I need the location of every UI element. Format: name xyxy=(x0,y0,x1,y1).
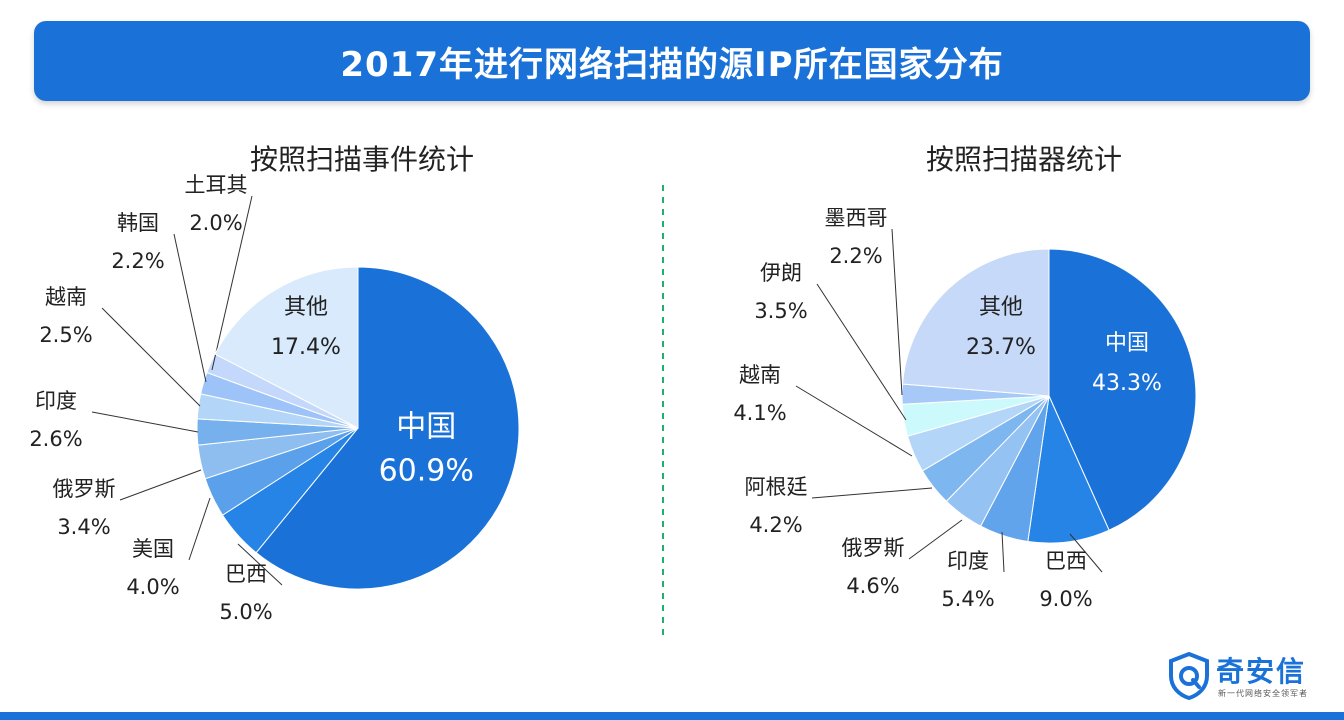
leader-line xyxy=(891,228,903,396)
brand-logo: 奇安信 新一代网络安全领军者 xyxy=(1168,650,1318,706)
slice-name-label: 伊朗 xyxy=(760,261,802,285)
slice-name-label: 韩国 xyxy=(117,211,159,235)
leader-line xyxy=(237,543,283,586)
leader-line xyxy=(173,233,207,383)
slice-value-label: 17.4% xyxy=(271,335,341,360)
leader-line xyxy=(101,307,201,407)
slice-name-label: 越南 xyxy=(739,363,781,387)
pie-chart-events: 中国 60.9% 巴西 5.0% 美国 4.0% 俄罗斯 3.4% 印度 2.6% 越南 2.5% 韩国… xyxy=(29,173,520,624)
slice-value-label: 4.1% xyxy=(733,401,786,425)
slice-name-label: 中国 xyxy=(396,409,456,444)
bottom-accent-bar xyxy=(0,712,1344,720)
slice-value-label: 4.6% xyxy=(846,574,899,598)
leader-line xyxy=(908,519,963,560)
slice-name-label: 其他 xyxy=(979,295,1023,320)
pie-slice-slice-8 xyxy=(901,248,1050,397)
brand-slogan: 新一代网络安全领军者 xyxy=(1218,689,1308,698)
slice-name-label: 美国 xyxy=(132,537,174,561)
leader-line xyxy=(795,385,913,457)
slice-value-label: 3.5% xyxy=(754,299,807,323)
slice-value-label: 2.2% xyxy=(829,244,882,268)
slice-value-label: 2.0% xyxy=(189,211,242,235)
leader-line xyxy=(811,487,933,499)
slice-name-label: 印度 xyxy=(35,389,77,413)
slice-value-label: 2.6% xyxy=(29,427,82,451)
slice-name-label: 俄罗斯 xyxy=(842,536,905,560)
slice-value-label: 60.9% xyxy=(379,453,474,488)
brand-name: 奇安信 xyxy=(1216,655,1307,688)
slice-value-label: 4.2% xyxy=(749,513,802,537)
slice-name-label: 巴西 xyxy=(225,562,267,586)
slice-name-label: 阿根廷 xyxy=(745,475,808,499)
leader-line xyxy=(91,411,199,433)
leader-line xyxy=(119,469,202,501)
pie-slice-slice-0 xyxy=(255,266,520,590)
slice-value-label: 3.4% xyxy=(57,515,110,539)
shield-q-icon xyxy=(1169,652,1209,700)
slice-value-label: 43.3% xyxy=(1092,371,1162,396)
leader-line xyxy=(1001,531,1005,573)
slice-name-label: 中国 xyxy=(1105,331,1149,356)
slice-name-label: 印度 xyxy=(947,549,989,573)
slice-name-label: 土耳其 xyxy=(185,173,248,197)
slice-value-label: 5.4% xyxy=(941,587,994,611)
right-chart-title: 按照扫描器统计 xyxy=(925,143,1123,176)
slice-value-label: 23.7% xyxy=(966,335,1036,360)
page-title: 2017年进行网络扫描的源IP所在国家分布 xyxy=(340,44,1004,85)
slice-value-label: 4.0% xyxy=(126,575,179,599)
leader-line xyxy=(211,195,253,371)
pie-slice-slice-0 xyxy=(1048,248,1197,531)
slice-value-label: 2.5% xyxy=(39,323,92,347)
pie-chart-scanners: 中国 43.3% 巴西 9.0% 印度 5.4% 俄罗斯 4.6% 阿根廷 4.2% 越南 4.1% 伊… xyxy=(733,206,1197,611)
slice-name-label: 巴西 xyxy=(1045,549,1087,573)
leader-line xyxy=(188,497,211,561)
slice-value-label: 9.0% xyxy=(1039,587,1092,611)
left-chart-title: 按照扫描事件统计 xyxy=(249,143,475,176)
slice-name-label: 越南 xyxy=(45,285,87,309)
slice-value-label: 2.2% xyxy=(111,249,164,273)
leader-line xyxy=(1069,533,1103,573)
pie-slice-slice-1 xyxy=(1027,394,1110,544)
slice-name-label: 墨西哥 xyxy=(825,206,888,230)
slice-name-label: 俄罗斯 xyxy=(53,477,116,501)
pie-slice-slice-8 xyxy=(214,266,359,429)
slice-value-label: 5.0% xyxy=(219,600,272,624)
title-banner: 2017年进行网络扫描的源IP所在国家分布 xyxy=(34,21,1310,101)
slice-name-label: 其他 xyxy=(284,295,328,320)
leader-line xyxy=(816,283,907,421)
